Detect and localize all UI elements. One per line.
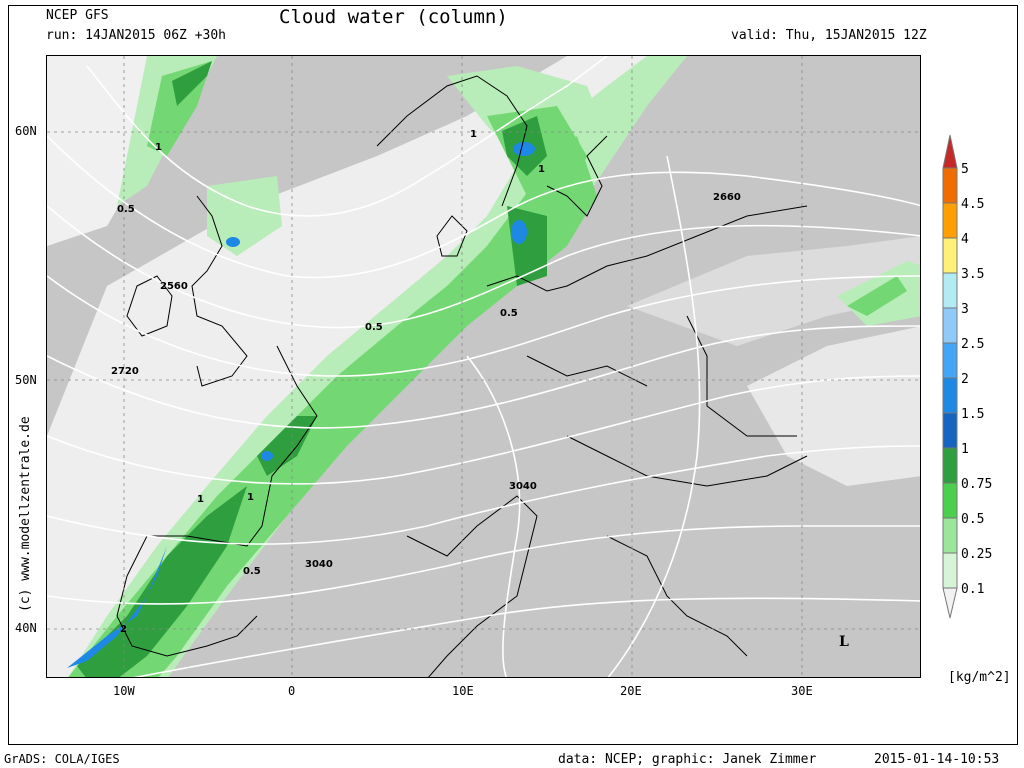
cloud-label-0.5-south: 0.5 [243, 566, 261, 577]
cloud-label-0.5: 0.5 [117, 204, 135, 215]
colorbar-cell [942, 517, 958, 554]
colorbar-top-arrow [942, 134, 958, 169]
colorbar-cell [942, 447, 958, 484]
colorbar-cell [942, 237, 958, 274]
colorbar-cell [942, 167, 958, 204]
colorbar-label-2.5: 2.5 [961, 337, 985, 352]
colorbar-label-3: 3 [961, 302, 969, 317]
lon-label-10w: 10W [113, 684, 135, 698]
colorbar: 5 4.5 4 3.5 3 2.5 2 1.5 1 0.75 0.5 0.25 … [940, 133, 1000, 633]
colorbar-label-0.1: 0.1 [961, 582, 985, 597]
figure-frame [8, 5, 1018, 745]
contour-label-3040-east: 3040 [509, 481, 537, 492]
colorbar-cell [942, 307, 958, 344]
cloud-label-0.5-benelux: 0.5 [365, 322, 383, 333]
lat-label-60n: 60N [15, 124, 37, 138]
cloud-label-1-north: 1 [470, 129, 477, 140]
watermark-text: (c) www.modellzentrale.de [18, 416, 33, 612]
colorbar-cell [942, 482, 958, 519]
cloud-label-0.5-poland: 0.5 [500, 308, 518, 319]
model-name: NCEP GFS [46, 8, 109, 23]
colorbar-cell [942, 552, 958, 589]
colorbar-label-1: 1 [961, 442, 969, 457]
colorbar-label-4: 4 [961, 232, 969, 247]
colorbar-cell [942, 342, 958, 379]
coastlines [116, 75, 808, 677]
run-info: run: 14JAN2015 06Z +30h [46, 28, 227, 43]
lat-label-50n: 50N [15, 373, 37, 387]
colorbar-label-0.25: 0.25 [961, 547, 993, 562]
cloud-label-1: 1 [155, 142, 162, 153]
timestamp: 2015-01-14-10:53 [874, 752, 1000, 767]
colorbar-label-1.5: 1.5 [961, 407, 985, 422]
contour-label-3040-west: 3040 [305, 559, 333, 570]
cloud-field-blue [67, 142, 535, 668]
contour-label-2660: 2660 [713, 192, 741, 203]
low-pressure-marker: L [839, 634, 849, 650]
graticule [47, 56, 920, 677]
lon-label-20e: 20E [620, 684, 642, 698]
lon-label-10e: 10E [452, 684, 474, 698]
map-title: Cloud water (column) [279, 6, 508, 28]
lon-label-30e: 30E [791, 684, 813, 698]
colorbar-cells [942, 134, 958, 619]
colorbar-cell [942, 412, 958, 449]
cloud-label-1-biscay: 1 [247, 492, 254, 503]
data-credit: data: NCEP; graphic: Janek Zimmer [558, 752, 817, 767]
colorbar-cell [942, 377, 958, 414]
colorbar-label-5: 5 [961, 162, 969, 177]
cloud-label-2: 2 [120, 624, 127, 635]
colorbar-cell [942, 202, 958, 239]
colorbar-label-2: 2 [961, 372, 969, 387]
geopotential-contours [47, 56, 920, 677]
colorbar-label-3.5: 3.5 [961, 267, 985, 282]
colorbar-label-4.5: 4.5 [961, 197, 985, 212]
valid-time: valid: Thu, 15JAN2015 12Z [731, 28, 927, 43]
grads-credit: GrADS: COLA/IGES [4, 752, 120, 766]
map-panel: 2560 2660 2720 3040 3040 L 1 0.5 1 1 0.5… [46, 55, 921, 678]
contour-label-2560: 2560 [160, 281, 188, 292]
lon-label-0: 0 [288, 684, 296, 698]
colorbar-unit: [kg/m^2] [948, 670, 1011, 685]
map-canvas [47, 56, 920, 677]
contour-label-2720: 2720 [111, 366, 139, 377]
colorbar-cell [942, 272, 958, 309]
colorbar-label-0.5: 0.5 [961, 512, 985, 527]
lat-label-40n: 40N [15, 621, 37, 635]
cloud-label-1-baltic: 1 [538, 164, 545, 175]
colorbar-label-0.75: 0.75 [961, 477, 993, 492]
cloud-label-1-iberia: 1 [197, 494, 204, 505]
colorbar-bottom-arrow [942, 587, 958, 619]
